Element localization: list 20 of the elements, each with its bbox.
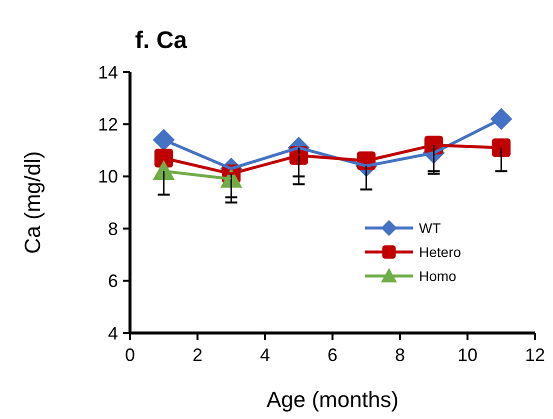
y-tick-label: 8 [108, 218, 118, 239]
x-tick-label: 0 [124, 345, 136, 365]
y-tick-label: 4 [108, 323, 118, 344]
x-tick-label: 4 [260, 345, 270, 365]
y-tick-label: 10 [98, 166, 118, 187]
x-tick-label: 8 [394, 345, 406, 365]
y-tick-label: 12 [98, 114, 118, 134]
x-tick-label: 6 [327, 345, 338, 365]
x-tick-label: 2 [192, 345, 203, 365]
y-tick-label: 14 [98, 62, 118, 82]
legend-label: Homo [419, 268, 457, 284]
legend-label: Hetero [419, 244, 462, 260]
legend-label: WT [419, 220, 442, 236]
y-axis-title: Ca (mg/dl) [20, 151, 45, 254]
x-tick-label: 10 [457, 345, 478, 365]
point [490, 108, 512, 130]
x-tick-label: 12 [524, 345, 546, 365]
x-axis-title: Age (months) [266, 387, 399, 412]
y-tick-label: 6 [108, 271, 118, 292]
chart-title: f. Ca [135, 27, 188, 54]
